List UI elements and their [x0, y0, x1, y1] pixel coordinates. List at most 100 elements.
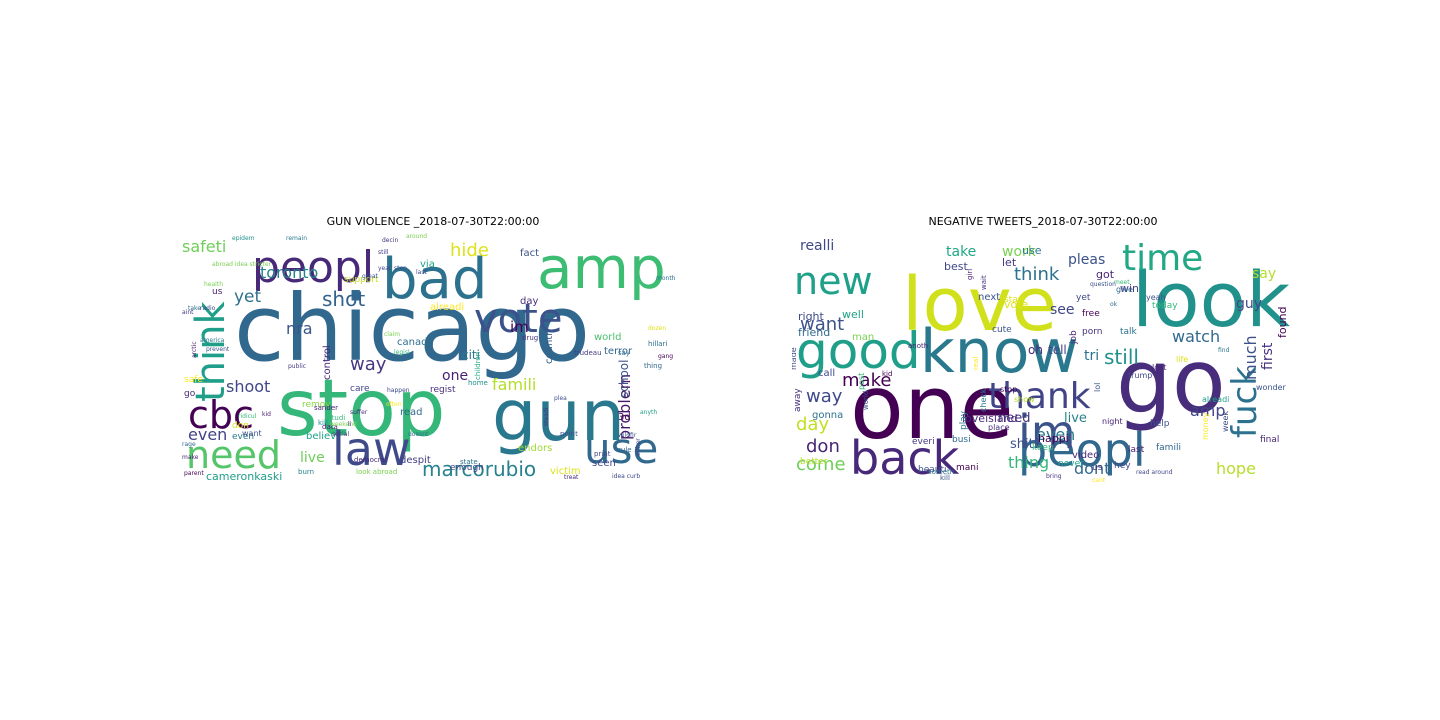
word: got: [1096, 268, 1115, 281]
word: often: [386, 401, 402, 408]
word: around: [406, 233, 427, 240]
word: go: [184, 389, 196, 399]
word: law: [332, 422, 411, 476]
word: doesnt: [408, 431, 429, 438]
word: final: [1260, 435, 1279, 445]
word: shit: [1010, 437, 1034, 452]
word: kill: [940, 474, 950, 482]
word: care: [350, 384, 370, 394]
word: beauti: [918, 465, 947, 475]
word: peopl: [252, 242, 374, 293]
word: sander: [314, 404, 338, 412]
word: hillari: [648, 340, 667, 348]
word: hide: [450, 240, 489, 261]
word: citi: [462, 348, 480, 362]
word: tri: [1084, 348, 1099, 364]
word: chicago: [234, 275, 590, 382]
word: don: [806, 436, 840, 457]
word: take: [188, 305, 201, 312]
word: even: [1036, 425, 1075, 444]
word: time: [1122, 238, 1203, 279]
word: thing: [644, 362, 662, 370]
word: last: [1128, 445, 1145, 455]
word: seen: [592, 458, 616, 469]
word: amp: [1190, 401, 1226, 420]
word: well: [842, 308, 864, 321]
word: girl: [966, 269, 974, 280]
word: mani: [956, 463, 979, 473]
word: ridicul: [238, 413, 257, 420]
word: know: [920, 317, 1079, 387]
word: next: [978, 292, 1000, 303]
word: year: [378, 265, 392, 272]
word: amp: [537, 234, 666, 302]
word: month: [656, 275, 676, 282]
word: fact: [520, 248, 539, 259]
word: look: [1132, 255, 1290, 344]
panel-title: NEGATIVE TWEETS_2018-07-30T22:00:00: [928, 215, 1158, 228]
wordcloud-panel-gun-violence: GUN VIOLENCE _2018-07-30T22:00:00 chicag…: [182, 215, 676, 482]
word: gun: [492, 375, 625, 457]
word: dozen: [648, 325, 666, 332]
word: peopl: [1018, 423, 1146, 477]
word: via: [420, 259, 435, 270]
word: someth: [928, 468, 954, 476]
word: social: [332, 431, 349, 438]
word: today: [1152, 301, 1178, 311]
word: trump: [1128, 371, 1152, 380]
word: trudeau: [574, 349, 602, 357]
word: think: [1014, 264, 1060, 285]
word: back: [850, 431, 960, 482]
word: work: [1002, 244, 1037, 260]
word: famili: [1156, 443, 1181, 453]
word: one: [850, 356, 1014, 459]
word: ok: [1110, 301, 1118, 308]
word: safe: [184, 375, 203, 385]
word: shoot: [226, 377, 270, 396]
word: week: [1221, 411, 1230, 432]
word: make: [182, 454, 199, 461]
word: print: [594, 450, 611, 458]
word: use: [1022, 244, 1042, 257]
word: place: [988, 423, 1010, 432]
word: point: [560, 430, 578, 438]
word: yeah: [1146, 293, 1166, 302]
word: yet: [1076, 293, 1091, 303]
word: porn: [1082, 327, 1102, 337]
word: read around: [1136, 469, 1173, 476]
word: live: [1064, 411, 1087, 426]
word: america: [200, 337, 225, 344]
word: alreadi: [430, 302, 464, 313]
word: one: [442, 368, 468, 384]
word: yet: [234, 287, 262, 307]
word: take: [946, 244, 976, 260]
word: way: [350, 354, 387, 375]
word: school: [617, 360, 631, 398]
word: hey: [1114, 461, 1131, 471]
word: still: [378, 249, 389, 256]
word: wildfir: [618, 432, 637, 439]
word: life: [1176, 355, 1188, 364]
word: vote: [1004, 298, 1029, 311]
word: children: [474, 352, 482, 380]
word: stop: [1000, 385, 1017, 394]
word: friend: [798, 326, 830, 339]
word: happen: [387, 387, 410, 394]
word: last: [416, 269, 427, 276]
word: live: [300, 450, 325, 466]
word: love: [902, 262, 1057, 348]
word: away: [793, 388, 803, 412]
word: canada: [397, 337, 434, 348]
word: prevent: [206, 346, 230, 353]
word: think: [188, 301, 234, 403]
word: much: [1241, 335, 1260, 380]
word: idea curb: [612, 473, 640, 480]
word: problem: [615, 374, 634, 440]
word: great: [362, 273, 379, 280]
word: parent: [184, 470, 204, 477]
word: start: [1004, 295, 1025, 305]
word: rule: [618, 446, 632, 454]
word: kid: [882, 370, 892, 378]
word: aint: [182, 309, 194, 316]
